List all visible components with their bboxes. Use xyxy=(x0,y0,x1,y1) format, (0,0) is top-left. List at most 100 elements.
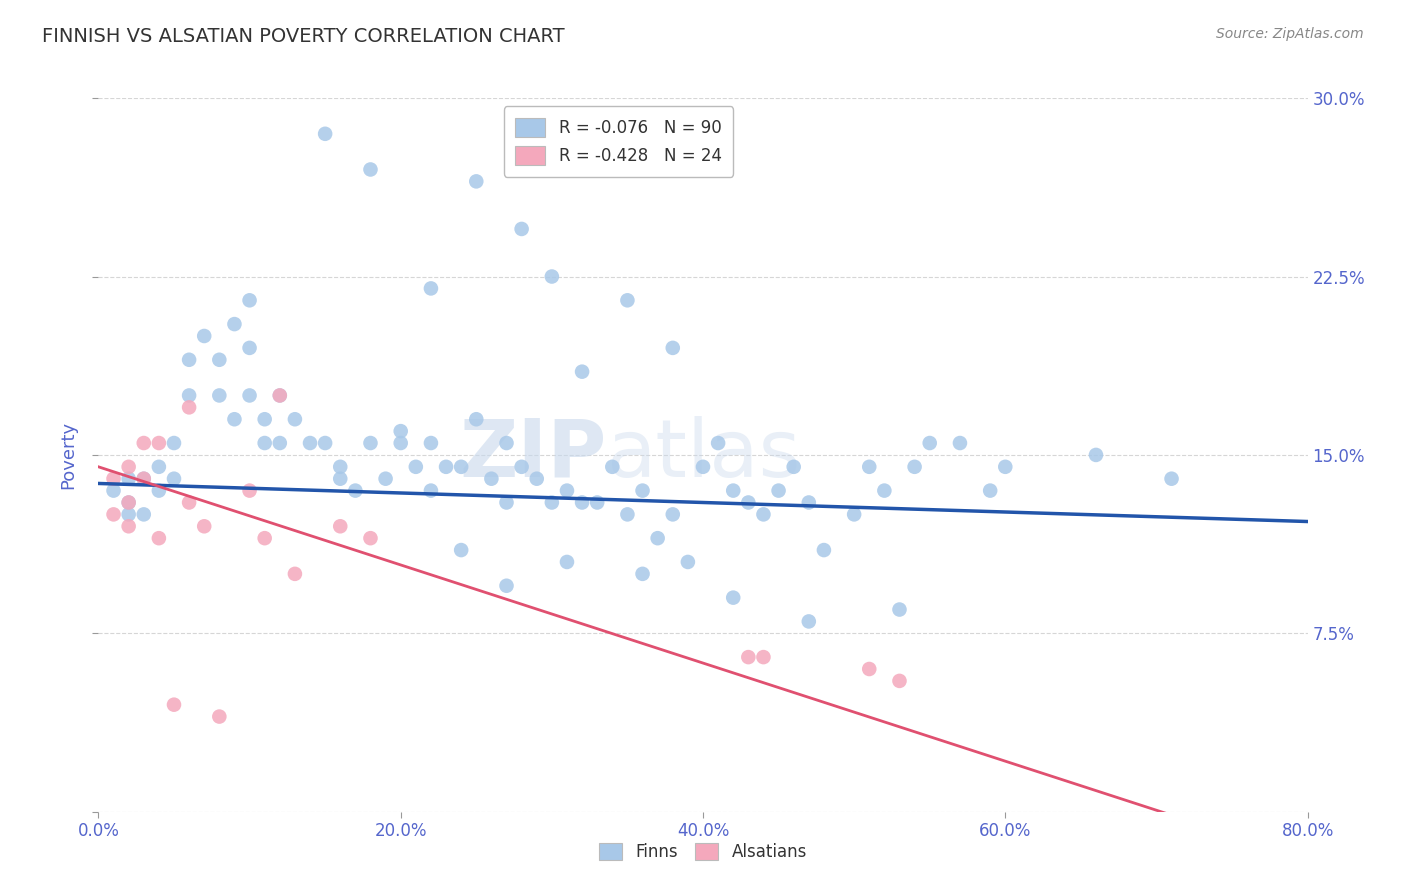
Point xyxy=(420,483,443,498)
Point xyxy=(132,472,155,486)
Point xyxy=(1160,472,1182,486)
Point xyxy=(103,483,125,498)
Point xyxy=(904,459,927,474)
Point xyxy=(737,495,759,509)
Point xyxy=(631,483,654,498)
Point xyxy=(118,508,141,522)
Point xyxy=(344,483,367,498)
Point xyxy=(752,508,775,522)
Point xyxy=(118,495,141,509)
Text: Source: ZipAtlas.com: Source: ZipAtlas.com xyxy=(1216,27,1364,41)
Text: atlas: atlas xyxy=(606,416,800,494)
Point xyxy=(269,388,291,402)
Point xyxy=(179,495,201,509)
Point xyxy=(269,436,291,450)
Point xyxy=(118,495,141,509)
Point xyxy=(434,459,457,474)
Point xyxy=(526,472,548,486)
Point xyxy=(208,709,231,723)
Point xyxy=(889,673,911,688)
Point xyxy=(510,222,533,236)
Point xyxy=(132,508,155,522)
Point xyxy=(586,495,609,509)
Point xyxy=(329,519,352,533)
Point xyxy=(994,459,1017,474)
Point xyxy=(239,483,262,498)
Point xyxy=(540,269,562,284)
Point xyxy=(495,495,517,509)
Point xyxy=(208,388,231,402)
Point xyxy=(450,459,472,474)
Point xyxy=(918,436,941,450)
Point xyxy=(389,424,412,438)
Point xyxy=(662,508,685,522)
Point xyxy=(602,459,624,474)
Point xyxy=(329,472,352,486)
Point xyxy=(374,472,396,486)
Point xyxy=(314,127,336,141)
Point xyxy=(616,293,638,308)
Text: FINNISH VS ALSATIAN POVERTY CORRELATION CHART: FINNISH VS ALSATIAN POVERTY CORRELATION … xyxy=(42,27,565,45)
Point xyxy=(148,531,170,545)
Point xyxy=(148,483,170,498)
Point xyxy=(163,472,186,486)
Point xyxy=(949,436,972,450)
Point xyxy=(889,602,911,616)
Point xyxy=(465,412,488,426)
Point xyxy=(510,459,533,474)
Point xyxy=(676,555,699,569)
Point xyxy=(163,698,186,712)
Point xyxy=(118,459,141,474)
Point xyxy=(844,508,866,522)
Point xyxy=(239,293,262,308)
Point xyxy=(329,459,352,474)
Point xyxy=(555,555,578,569)
Point xyxy=(253,412,276,426)
Point xyxy=(179,401,201,415)
Point xyxy=(420,436,443,450)
Point xyxy=(193,329,215,343)
Point xyxy=(1085,448,1108,462)
Point xyxy=(239,341,262,355)
Point xyxy=(179,352,201,367)
Point xyxy=(979,483,1001,498)
Point xyxy=(314,436,336,450)
Point xyxy=(752,650,775,665)
Point xyxy=(148,459,170,474)
Point xyxy=(495,579,517,593)
Point xyxy=(858,662,880,676)
Point xyxy=(647,531,669,545)
Point xyxy=(797,495,820,509)
Point xyxy=(103,472,125,486)
Point xyxy=(284,412,307,426)
Point xyxy=(360,162,382,177)
Point xyxy=(239,388,262,402)
Point xyxy=(163,436,186,450)
Point xyxy=(768,483,790,498)
Point xyxy=(103,508,125,522)
Point xyxy=(571,495,593,509)
Point xyxy=(707,436,730,450)
Point xyxy=(208,352,231,367)
Point xyxy=(495,436,517,450)
Point xyxy=(858,459,880,474)
Point xyxy=(360,531,382,545)
Point xyxy=(389,436,412,450)
Point xyxy=(132,436,155,450)
Point xyxy=(193,519,215,533)
Text: ZIP: ZIP xyxy=(458,416,606,494)
Point xyxy=(616,508,638,522)
Point xyxy=(224,317,246,331)
Point xyxy=(737,650,759,665)
Point xyxy=(813,543,835,558)
Point xyxy=(269,388,291,402)
Point xyxy=(299,436,322,450)
Point xyxy=(253,531,276,545)
Point xyxy=(360,436,382,450)
Point xyxy=(797,615,820,629)
Point xyxy=(118,519,141,533)
Point xyxy=(723,483,745,498)
Point xyxy=(540,495,562,509)
Legend: Finns, Alsatians: Finns, Alsatians xyxy=(592,836,814,868)
Point xyxy=(284,566,307,581)
